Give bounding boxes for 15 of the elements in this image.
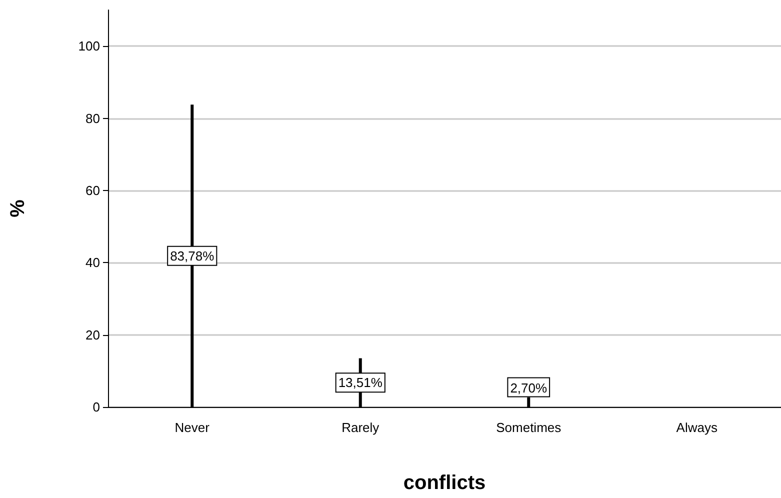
x-tick-label: Always [676, 420, 718, 435]
data-label: 13,51% [338, 375, 383, 390]
y-tick-label: 100 [78, 38, 100, 54]
x-tick-label: Rarely [342, 420, 380, 435]
x-tick-label: Never [174, 420, 210, 435]
y-axis-title: % [7, 199, 29, 218]
y-tick-label: 80 [86, 110, 100, 126]
y-tick-label: 0 [92, 400, 100, 414]
data-label: 2,70% [510, 380, 548, 396]
y-tick-label: 20 [86, 327, 100, 342]
data-label: 83,78% [170, 248, 215, 264]
y-tick-label: 40 [86, 255, 100, 270]
x-tick-label: Sometimes [496, 420, 562, 435]
x-axis-title: conflicts [403, 472, 486, 494]
y-tick-label: 60 [86, 182, 100, 198]
